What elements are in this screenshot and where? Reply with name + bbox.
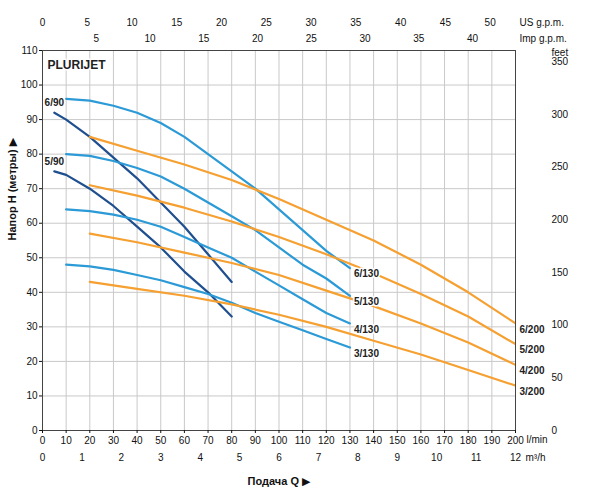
svg-text:6: 6: [276, 452, 282, 463]
svg-text:110: 110: [295, 435, 311, 446]
svg-text:15: 15: [171, 17, 183, 28]
svg-text:Напор H (метры) ▶: Напор H (метры) ▶: [6, 137, 18, 240]
svg-text:130: 130: [342, 435, 359, 446]
svg-text:170: 170: [436, 435, 453, 446]
svg-text:5: 5: [93, 33, 99, 44]
svg-text:50: 50: [155, 435, 167, 446]
svg-text:US g.p.m.: US g.p.m.: [520, 17, 564, 28]
svg-text:20: 20: [26, 356, 38, 367]
svg-text:6/90: 6/90: [45, 97, 65, 108]
svg-text:100: 100: [552, 319, 569, 330]
svg-text:20: 20: [84, 435, 96, 446]
svg-text:0: 0: [552, 425, 558, 436]
svg-text:80: 80: [226, 435, 238, 446]
svg-text:11: 11: [471, 452, 482, 463]
svg-text:140: 140: [365, 435, 382, 446]
svg-text:90: 90: [250, 435, 262, 446]
svg-text:0: 0: [40, 435, 46, 446]
svg-text:80: 80: [26, 148, 38, 159]
svg-text:10: 10: [126, 17, 138, 28]
svg-text:70: 70: [26, 183, 38, 194]
svg-text:4/200: 4/200: [520, 365, 545, 376]
svg-text:5: 5: [237, 452, 243, 463]
svg-text:Подача Q ▶: Подача Q ▶: [248, 475, 311, 487]
svg-text:60: 60: [26, 217, 38, 228]
svg-text:4: 4: [197, 452, 203, 463]
svg-text:100: 100: [271, 435, 288, 446]
svg-text:12: 12: [510, 452, 522, 463]
svg-text:Imp g.p.m.: Imp g.p.m.: [520, 33, 567, 44]
svg-text:30: 30: [306, 17, 318, 28]
svg-text:0: 0: [40, 17, 46, 28]
svg-text:10: 10: [61, 435, 73, 446]
svg-text:190: 190: [484, 435, 501, 446]
svg-text:1: 1: [79, 452, 85, 463]
svg-text:25: 25: [306, 33, 318, 44]
svg-text:6/130: 6/130: [354, 268, 379, 279]
svg-text:60: 60: [179, 435, 191, 446]
svg-text:250: 250: [552, 161, 569, 172]
svg-text:40: 40: [26, 287, 38, 298]
svg-text:m³/h: m³/h: [526, 452, 546, 463]
svg-text:70: 70: [202, 435, 214, 446]
svg-text:50: 50: [26, 252, 38, 263]
svg-text:feet: feet: [552, 47, 569, 58]
svg-text:110: 110: [22, 45, 38, 56]
svg-text:0: 0: [40, 452, 46, 463]
svg-text:3/130: 3/130: [354, 348, 379, 359]
svg-text:3: 3: [158, 452, 164, 463]
svg-text:50: 50: [552, 372, 564, 383]
svg-text:180: 180: [460, 435, 477, 446]
svg-text:150: 150: [389, 435, 406, 446]
svg-text:5/130: 5/130: [354, 296, 379, 307]
svg-text:350: 350: [552, 56, 569, 67]
svg-text:15: 15: [198, 33, 210, 44]
svg-text:50: 50: [485, 17, 497, 28]
svg-text:30: 30: [26, 321, 38, 332]
svg-text:l/min: l/min: [527, 434, 548, 445]
svg-text:35: 35: [413, 33, 425, 44]
svg-text:25: 25: [261, 17, 273, 28]
svg-text:45: 45: [440, 17, 452, 28]
svg-text:40: 40: [395, 17, 407, 28]
svg-text:4/130: 4/130: [354, 324, 379, 335]
svg-text:300: 300: [552, 109, 569, 120]
svg-text:10: 10: [26, 390, 38, 401]
svg-text:8: 8: [355, 452, 361, 463]
svg-text:200: 200: [507, 435, 524, 446]
svg-text:200: 200: [552, 214, 569, 225]
svg-text:5: 5: [84, 17, 90, 28]
svg-text:3/200: 3/200: [520, 386, 545, 397]
svg-text:2: 2: [119, 452, 125, 463]
svg-text:120: 120: [318, 435, 335, 446]
svg-text:35: 35: [350, 17, 362, 28]
svg-text:40: 40: [467, 33, 479, 44]
svg-text:30: 30: [108, 435, 120, 446]
svg-text:150: 150: [552, 267, 569, 278]
svg-text:40: 40: [132, 435, 144, 446]
svg-text:20: 20: [216, 17, 228, 28]
svg-text:90: 90: [26, 114, 38, 125]
svg-text:30: 30: [360, 33, 372, 44]
svg-text:PLURIJET: PLURIJET: [48, 58, 107, 72]
svg-text:5/90: 5/90: [45, 156, 65, 167]
svg-text:6/200: 6/200: [520, 324, 545, 335]
svg-text:160: 160: [413, 435, 430, 446]
svg-text:10: 10: [431, 452, 443, 463]
svg-text:20: 20: [252, 33, 264, 44]
svg-text:100: 100: [21, 79, 38, 90]
svg-text:9: 9: [394, 452, 400, 463]
svg-text:5/200: 5/200: [520, 344, 545, 355]
svg-text:7: 7: [316, 452, 322, 463]
svg-text:10: 10: [144, 33, 156, 44]
svg-text:0: 0: [32, 425, 38, 436]
